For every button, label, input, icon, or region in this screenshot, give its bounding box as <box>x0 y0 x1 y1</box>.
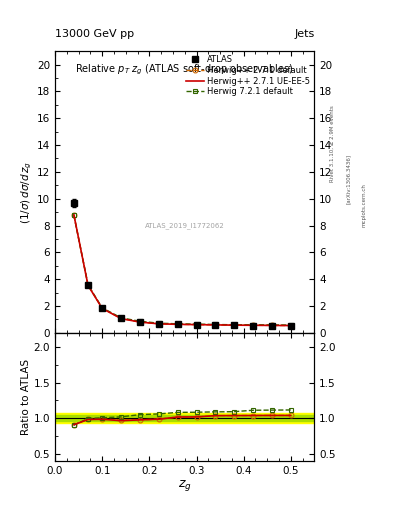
Y-axis label: $(1/\sigma)\,d\sigma/d\,z_g$: $(1/\sigma)\,d\sigma/d\,z_g$ <box>20 160 34 224</box>
Bar <box>55 415 314 421</box>
X-axis label: $z_g$: $z_g$ <box>178 478 192 494</box>
Y-axis label: Ratio to ATLAS: Ratio to ATLAS <box>21 359 31 435</box>
Text: Jets: Jets <box>294 29 314 38</box>
Text: [arXiv:1306.3436]: [arXiv:1306.3436] <box>346 154 351 204</box>
Legend: ATLAS, Herwig++ 2.7.1 default, Herwig++ 2.7.1 UE-EE-5, Herwig 7.2.1 default: ATLAS, Herwig++ 2.7.1 default, Herwig++ … <box>185 55 310 96</box>
Text: mcplots.cern.ch: mcplots.cern.ch <box>362 183 367 227</box>
Text: Rivet 3.1.10, ≥ 2.9M events: Rivet 3.1.10, ≥ 2.9M events <box>330 105 335 182</box>
Bar <box>55 413 314 423</box>
Text: 13000 GeV pp: 13000 GeV pp <box>55 29 134 38</box>
Text: Relative $p_T$ $z_g$ (ATLAS soft-drop observables): Relative $p_T$ $z_g$ (ATLAS soft-drop ob… <box>75 62 294 77</box>
Text: ATLAS_2019_I1772062: ATLAS_2019_I1772062 <box>145 222 224 229</box>
